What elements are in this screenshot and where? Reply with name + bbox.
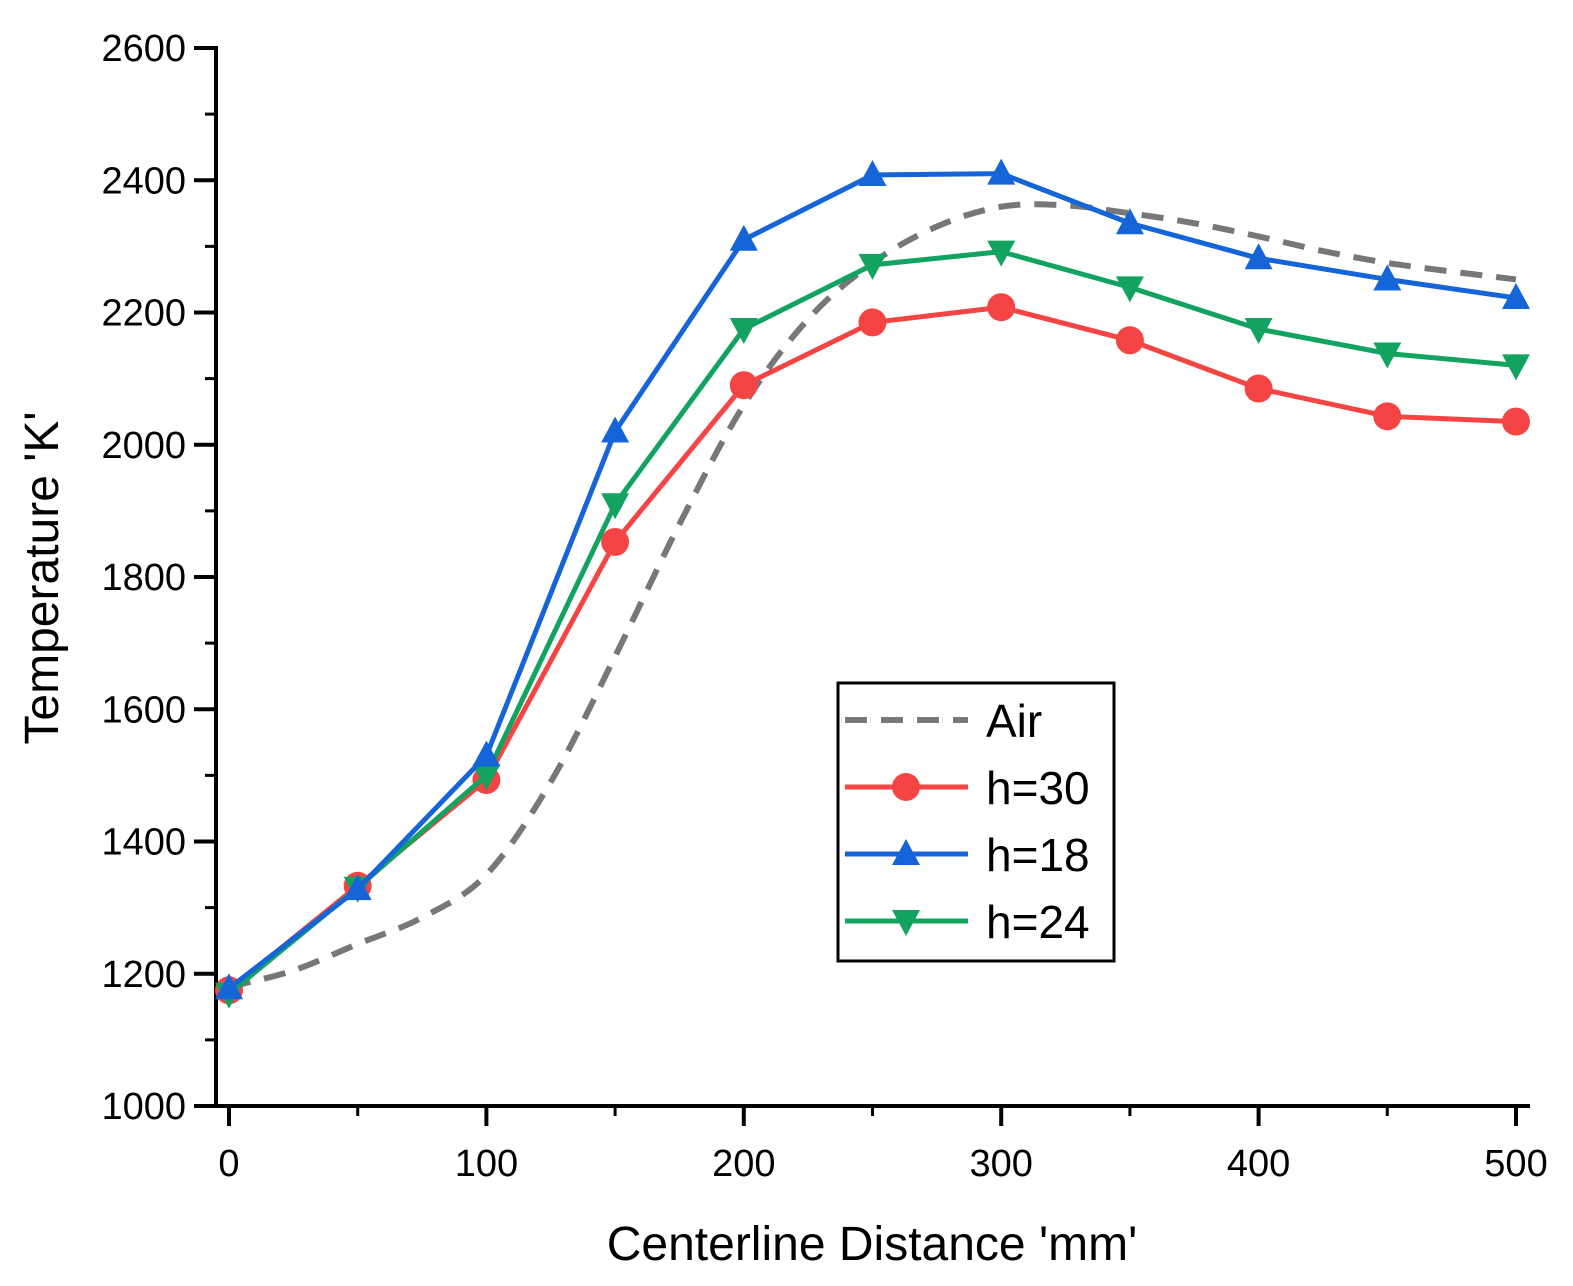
data-point-h-30 (1115, 326, 1144, 355)
x-tick-label: 500 (1484, 1143, 1547, 1185)
data-point-h-24 (987, 240, 1016, 267)
y-axis-title: Temperature 'K' (16, 411, 69, 744)
data-point-h-18 (601, 416, 630, 443)
data-point-h-18 (729, 224, 758, 251)
data-point-h-30 (729, 371, 758, 400)
data-point-h-30 (1502, 407, 1530, 436)
data-point-h-18 (215, 973, 243, 1000)
data-point-h-18 (987, 158, 1016, 185)
series-h-18 (215, 158, 1530, 1000)
data-point-h-18 (858, 159, 887, 186)
data-point-h-30 (858, 308, 887, 337)
data-point-h-24 (472, 764, 501, 791)
data-point-h-30 (987, 293, 1016, 322)
legend-marker-h-30 (892, 773, 920, 801)
data-point-h-18 (1373, 264, 1402, 291)
legend-box (836, 681, 1116, 963)
y-tick-label: 1200 (101, 954, 186, 996)
legend-label-air: Air (986, 695, 1042, 747)
data-point-h-18 (343, 874, 372, 901)
legend-item-h-30: h=30 (845, 762, 1090, 814)
data-point-h-30 (1244, 374, 1273, 403)
x-tick-label: 100 (455, 1143, 518, 1185)
x-tick-label: 200 (712, 1143, 775, 1185)
y-tick-label: 2200 (101, 293, 186, 335)
legend-marker-h-18 (892, 839, 920, 865)
y-tick-label: 1600 (101, 689, 186, 731)
y-tick-label: 2600 (101, 28, 186, 70)
data-point-h-24 (858, 253, 887, 280)
x-tick-label: 300 (969, 1143, 1032, 1185)
data-point-h-24 (601, 493, 630, 520)
data-point-h-30 (601, 527, 630, 556)
series-line-air (228, 201, 1517, 990)
legend-item-h-18: h=18 (845, 829, 1090, 881)
axes: 1000 1200 1400 1600 1800 2000 2200 2400 2600 0 100… (101, 28, 1547, 1185)
y-tick-label: 2000 (101, 425, 186, 467)
y-tick-label: 1000 (101, 1086, 186, 1128)
legend-label-h-24: h=24 (986, 896, 1090, 948)
data-point-h-18 (1115, 208, 1144, 235)
x-tick-label: 400 (1227, 1143, 1290, 1185)
legend-label-h-30: h=30 (986, 762, 1090, 814)
data-point-h-18 (472, 740, 501, 767)
x-tick-label: 0 (218, 1143, 239, 1185)
data-point-h-24 (1244, 318, 1273, 345)
legend-item-air: Air (845, 695, 1042, 747)
data-point-h-24 (729, 318, 758, 345)
legend-item-h-24: h=24 (845, 896, 1090, 948)
y-tick-label: 2400 (101, 160, 186, 202)
legend-label-h-18: h=18 (986, 829, 1090, 881)
y-tick-label: 1400 (101, 822, 186, 864)
series-air (228, 201, 1517, 990)
data-point-h-24 (1115, 276, 1144, 303)
series-layer (215, 158, 1530, 1009)
data-point-h-18 (1244, 243, 1273, 270)
data-point-h-24 (1373, 342, 1402, 369)
data-point-h-24 (1502, 354, 1530, 381)
x-axis-title: Centerline Distance 'mm' (607, 1218, 1138, 1271)
data-point-h-18 (1502, 282, 1530, 309)
legend: Air h=30 h=18 h=24 (836, 681, 1116, 963)
y-tick-label: 1800 (101, 557, 186, 599)
legend-marker-h-24 (892, 910, 920, 936)
data-point-h-30 (1373, 402, 1402, 431)
